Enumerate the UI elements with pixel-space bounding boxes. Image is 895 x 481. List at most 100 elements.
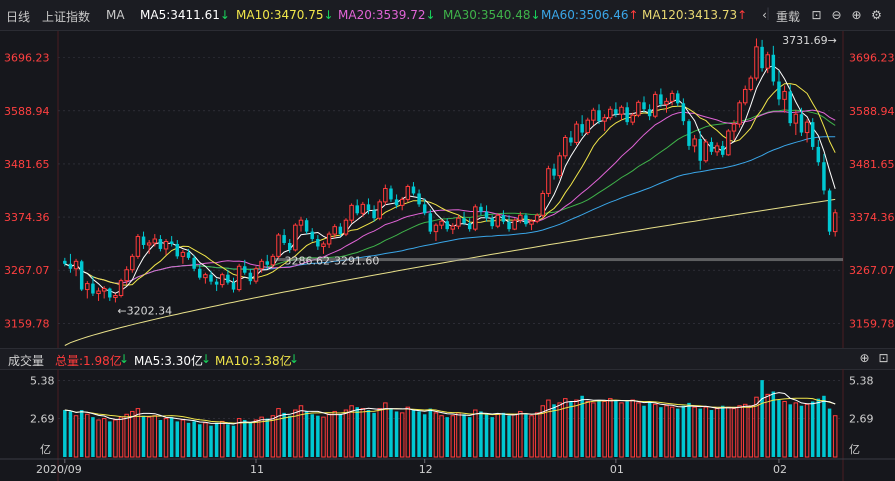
candle-body-down bbox=[467, 223, 472, 230]
volume-bar-down bbox=[192, 421, 196, 457]
volume-bar-down bbox=[827, 408, 832, 457]
x-axis-label: 02 bbox=[773, 463, 787, 476]
ma-trend-arrow: ↓ bbox=[323, 8, 334, 22]
volume-bar-down bbox=[490, 417, 494, 457]
candle-body-down bbox=[394, 199, 399, 206]
lock-icon[interactable]: ⊡ bbox=[811, 8, 822, 22]
candle-body-up bbox=[124, 269, 129, 282]
candle-body-up bbox=[383, 188, 388, 203]
candle-body-down bbox=[192, 257, 196, 269]
volume-bar-up bbox=[534, 412, 540, 458]
zoom-out-icon[interactable]: ⊖ bbox=[831, 8, 842, 22]
candle-body-up bbox=[253, 268, 259, 282]
candle-body-down bbox=[659, 94, 663, 105]
volume-bar-down bbox=[169, 417, 174, 457]
ma-trend-arrow: ↓ bbox=[425, 8, 436, 22]
expand-icon[interactable]: ⊡ bbox=[878, 351, 889, 365]
ma-legend-item: MA120:3413.73↑ bbox=[642, 8, 748, 22]
price-annotation: 3286.62-3291.60 bbox=[284, 254, 379, 267]
candle-body-down bbox=[822, 162, 826, 191]
candle-body-down bbox=[91, 283, 95, 294]
price-tick-label-right: 3267.07 bbox=[849, 264, 895, 277]
volume-bar-up bbox=[512, 413, 517, 458]
candle-body-up bbox=[782, 90, 787, 100]
volume-bar-up bbox=[450, 415, 456, 458]
candle-body-up bbox=[101, 288, 107, 292]
volume-bar-down bbox=[479, 411, 483, 457]
volume-total-arrow: ↓ bbox=[119, 352, 130, 366]
volume-bar-down bbox=[79, 410, 84, 457]
candle-body-down bbox=[810, 122, 815, 147]
zoom-in-icon[interactable]: ⊕ bbox=[859, 351, 870, 365]
settings-icon[interactable]: ⚙ bbox=[871, 8, 882, 22]
volume-ma5-arrow: ↓ bbox=[201, 352, 212, 366]
candle-body-up bbox=[518, 214, 523, 221]
candle-body-down bbox=[108, 288, 112, 298]
candle-body-down bbox=[799, 114, 804, 133]
volume-bar-up bbox=[343, 409, 349, 458]
candle-body-up bbox=[563, 136, 568, 157]
volume-bar-down bbox=[422, 414, 427, 457]
volume-bar-down bbox=[366, 410, 371, 457]
candle-body-up bbox=[742, 88, 748, 104]
zoom-in-icon[interactable]: ⊕ bbox=[851, 8, 862, 22]
candle-body-down bbox=[484, 211, 489, 219]
volume-bar-up bbox=[399, 412, 405, 458]
volume-bar-up bbox=[737, 405, 742, 458]
volume-tick-label-right: 2.69 bbox=[849, 413, 874, 426]
candle-body-down bbox=[231, 282, 236, 290]
volume-bar-down bbox=[209, 425, 213, 457]
volume-bar-up bbox=[630, 399, 635, 458]
candle-body-down bbox=[79, 261, 84, 290]
candle-body-up bbox=[152, 238, 158, 244]
candle-body-up bbox=[534, 214, 540, 222]
candle-body-up bbox=[602, 117, 607, 122]
volume-bar-up bbox=[653, 403, 658, 458]
volume-bar-down bbox=[625, 401, 629, 457]
ma120-line bbox=[64, 198, 836, 346]
candle-body-up bbox=[220, 274, 225, 286]
candle-body-down bbox=[580, 124, 584, 133]
volume-bar-up bbox=[793, 402, 799, 458]
volume-bar-down bbox=[158, 419, 163, 457]
ma-trend-arrow: ↑ bbox=[737, 8, 748, 22]
candle-body-up bbox=[574, 123, 579, 143]
volume-bar-up bbox=[731, 408, 737, 458]
ma-legend-item: MA60:3506.46↑ bbox=[541, 8, 639, 22]
candle-body-up bbox=[591, 109, 596, 121]
volume-bar-down bbox=[771, 391, 776, 457]
candle-body-down bbox=[248, 272, 253, 282]
chevron-left-icon[interactable]: ‹ bbox=[762, 8, 767, 22]
ma20-line bbox=[64, 109, 836, 284]
candlestick-chart[interactable]: 3696.23 3696.23 3588.94 3588.94 3481.65 3481.… bbox=[0, 31, 895, 348]
period-label[interactable]: 日线 bbox=[6, 10, 31, 24]
volume-bar-up bbox=[321, 416, 326, 458]
price-annotation: ←3202.34 bbox=[117, 304, 172, 317]
volume-bar-up bbox=[619, 402, 624, 458]
candle-body-down bbox=[389, 188, 393, 200]
candle-body-down bbox=[709, 141, 714, 152]
ma-legend-item: MA5:3411.61↓ bbox=[140, 8, 230, 22]
volume-bar-up bbox=[85, 413, 90, 458]
candle-body-up bbox=[343, 219, 349, 235]
volume-bar-up bbox=[180, 419, 186, 458]
volume-bar-up bbox=[220, 420, 225, 458]
volume-bar-up bbox=[754, 396, 759, 458]
ma-label[interactable]: MA bbox=[106, 8, 125, 22]
candle-body-up bbox=[714, 145, 720, 153]
candle-body-up bbox=[135, 236, 141, 257]
candle-body-down bbox=[614, 109, 618, 115]
volume-bar-down bbox=[411, 410, 416, 457]
volume-bar-up bbox=[152, 415, 158, 458]
candle-body-up bbox=[630, 114, 635, 123]
volume-bar-down bbox=[687, 402, 691, 457]
volume-bar-down bbox=[445, 417, 449, 457]
volume-bar-down bbox=[760, 380, 764, 457]
ma-trend-arrow: ↓ bbox=[219, 8, 230, 22]
reload-button[interactable]: 重载 bbox=[776, 10, 801, 24]
candle-body-down bbox=[569, 137, 573, 143]
volume-bar-down bbox=[91, 417, 95, 457]
candle-body-down bbox=[501, 215, 506, 222]
candle-body-down bbox=[338, 226, 343, 235]
